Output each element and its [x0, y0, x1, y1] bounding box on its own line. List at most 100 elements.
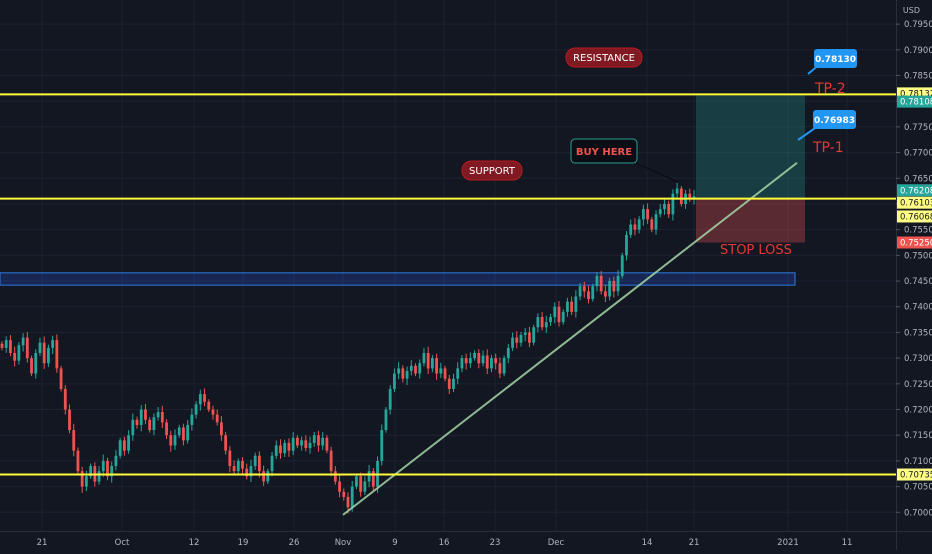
- candle: [490, 354, 493, 373]
- candles: [0, 182, 696, 514]
- candle: [144, 403, 147, 425]
- candle-body: [519, 335, 523, 343]
- price-tag: 0.70735: [897, 468, 932, 481]
- candle: [236, 458, 240, 474]
- candle-body: [169, 435, 173, 446]
- candle-body: [249, 466, 253, 477]
- candle: [418, 359, 422, 379]
- candle-body: [232, 466, 236, 472]
- candle: [76, 447, 80, 475]
- candle: [439, 362, 443, 378]
- time-axis-label: 14: [642, 538, 653, 548]
- candle: [342, 488, 346, 501]
- candle: [608, 277, 612, 301]
- candle: [414, 363, 417, 377]
- candle-body: [511, 337, 514, 348]
- candle-body: [485, 355, 489, 369]
- candle-body: [148, 419, 152, 431]
- candle-body: [422, 352, 426, 364]
- candle: [532, 324, 536, 346]
- candle: [658, 204, 662, 218]
- candle: [620, 252, 624, 279]
- candle: [359, 472, 363, 497]
- candle: [435, 353, 439, 380]
- candle: [464, 353, 468, 370]
- candle: [409, 360, 413, 376]
- candle-body: [325, 437, 329, 451]
- candle: [473, 350, 476, 361]
- candle: [169, 430, 173, 452]
- candle: [118, 437, 122, 459]
- candle: [625, 230, 628, 261]
- candle: [557, 301, 561, 327]
- candle-body: [241, 460, 244, 469]
- candle: [122, 436, 126, 456]
- candle: [485, 349, 489, 375]
- price-tag-label: 0.78108: [900, 98, 932, 108]
- candle-body: [139, 409, 143, 425]
- candle-body: [127, 435, 130, 451]
- take-profit-zone: [696, 95, 805, 199]
- candle: [633, 218, 637, 236]
- candle: [152, 413, 156, 436]
- tp1-value: 0.76983: [814, 116, 855, 126]
- candle: [574, 290, 578, 318]
- candle-body: [236, 460, 240, 472]
- candle-body: [397, 368, 401, 374]
- candle: [519, 331, 523, 347]
- candle: [295, 435, 299, 449]
- candle-body: [578, 286, 582, 297]
- candle-body: [595, 275, 599, 287]
- candle: [304, 435, 308, 452]
- candle: [135, 416, 139, 429]
- candle: [127, 430, 130, 454]
- candle-body: [452, 378, 455, 389]
- candle: [397, 362, 401, 380]
- candle: [249, 459, 253, 482]
- candle-body: [490, 358, 493, 369]
- candle-body: [207, 401, 211, 410]
- candle: [612, 276, 616, 298]
- candle-body: [190, 414, 194, 425]
- candle-body: [97, 471, 101, 482]
- candle-body: [63, 388, 67, 410]
- price-tag-box: [897, 196, 932, 209]
- candle-body: [494, 358, 498, 364]
- time-axis-label: Oct: [115, 538, 130, 548]
- candle-body: [468, 358, 472, 364]
- candle: [679, 185, 683, 207]
- price-tag-label: 0.76068: [900, 212, 932, 222]
- candle: [253, 452, 257, 470]
- candle-body: [321, 437, 325, 446]
- candle-body: [304, 440, 308, 449]
- candle-body: [135, 419, 139, 425]
- candle-body: [211, 409, 215, 415]
- candle: [106, 457, 109, 481]
- candle-body: [308, 442, 312, 449]
- candle: [89, 463, 93, 479]
- candle: [283, 439, 287, 457]
- price-tag-label: 0.76208: [900, 186, 932, 196]
- candle: [384, 406, 388, 433]
- candle: [338, 475, 341, 498]
- candle: [287, 438, 291, 457]
- candle: [688, 188, 692, 203]
- candle-body: [55, 340, 59, 369]
- price-tag: 0.76068: [897, 210, 932, 223]
- candle-body: [300, 440, 303, 446]
- candle: [599, 270, 603, 295]
- candle-body: [625, 234, 628, 256]
- candle-body: [51, 340, 55, 348]
- candle: [51, 335, 55, 355]
- candle-body: [371, 471, 375, 487]
- price-tag-label: 0.76103: [900, 199, 932, 209]
- candle-body: [608, 281, 612, 297]
- time-axis-label: 19: [238, 538, 249, 548]
- candle: [317, 430, 320, 452]
